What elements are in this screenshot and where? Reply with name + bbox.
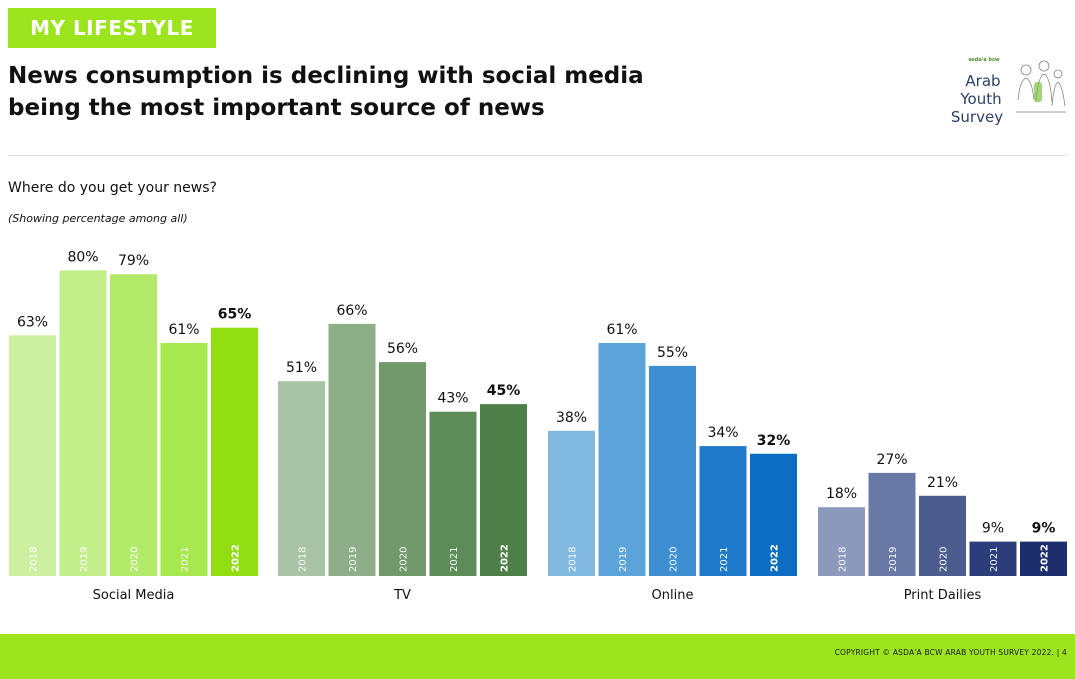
bar-print-dailies-2021 bbox=[969, 541, 1017, 576]
value-label-social-media-2022: 65% bbox=[218, 307, 252, 323]
value-label-print-dailies-2022: 9% bbox=[1032, 521, 1056, 537]
value-label-online-2018: 38% bbox=[556, 410, 587, 426]
copyright-text: COPYRIGHT © ASDA'A BCW ARAB YOUTH SURVEY… bbox=[834, 648, 1067, 657]
year-label-print-dailies-2021: 2021 bbox=[989, 547, 1000, 572]
year-label-online-2021: 2021 bbox=[719, 547, 730, 572]
year-label-social-media-2022: 2022 bbox=[231, 544, 242, 572]
headline-line-1: News consumption is declining with socia… bbox=[8, 63, 644, 89]
logo-brand-text: asda'a bcw bbox=[968, 57, 999, 63]
value-label-social-media-2020: 79% bbox=[118, 253, 149, 269]
arab-youth-survey-logo: asda'a bcw Arab Youth Survey bbox=[946, 52, 1070, 132]
page-headline: News consumption is declining with socia… bbox=[8, 60, 708, 124]
value-label-tv-2021: 43% bbox=[437, 391, 468, 407]
category-label-social-media: Social Media bbox=[93, 588, 175, 603]
value-label-online-2020: 55% bbox=[657, 345, 688, 361]
bar-online-2019 bbox=[598, 342, 646, 576]
category-label-print-dailies: Print Dailies bbox=[904, 588, 982, 603]
year-label-social-media-2019: 2019 bbox=[79, 547, 90, 572]
year-label-social-media-2018: 2018 bbox=[29, 547, 40, 572]
value-label-social-media-2021: 61% bbox=[168, 322, 199, 338]
footer-bar: COPYRIGHT © ASDA'A BCW ARAB YOUTH SURVEY… bbox=[0, 634, 1075, 679]
value-label-online-2022: 32% bbox=[757, 433, 791, 449]
bar-online-2021 bbox=[699, 446, 747, 576]
bar-online-2022 bbox=[750, 453, 797, 576]
bar-tv-2020 bbox=[379, 362, 426, 576]
year-label-social-media-2021: 2021 bbox=[180, 547, 191, 572]
year-label-tv-2021: 2021 bbox=[449, 547, 460, 572]
bar-print-dailies-2018 bbox=[818, 507, 865, 576]
bar-print-dailies-2019 bbox=[868, 472, 916, 576]
year-label-social-media-2020: 2020 bbox=[130, 547, 141, 572]
value-label-online-2019: 61% bbox=[606, 322, 637, 338]
bar-tv-2019 bbox=[328, 323, 376, 576]
value-label-online-2021: 34% bbox=[707, 425, 738, 441]
logo-people-illustration bbox=[1016, 60, 1066, 113]
value-label-print-dailies-2021: 9% bbox=[982, 521, 1004, 537]
survey-question: Where do you get your news? bbox=[8, 180, 217, 196]
year-label-print-dailies-2019: 2019 bbox=[888, 547, 899, 572]
year-label-print-dailies-2020: 2020 bbox=[939, 547, 950, 572]
bar-online-2018 bbox=[548, 430, 595, 576]
bar-social-media-2019 bbox=[59, 270, 107, 576]
value-label-tv-2019: 66% bbox=[336, 303, 367, 319]
bar-social-media-2022 bbox=[211, 327, 258, 576]
logo-line2-text: Youth bbox=[959, 90, 1001, 108]
logo-line1-text: Arab bbox=[965, 72, 1000, 90]
bar-tv-2021 bbox=[429, 411, 477, 576]
logo-green-accent bbox=[1034, 82, 1042, 102]
value-label-social-media-2019: 80% bbox=[67, 249, 98, 265]
year-label-online-2020: 2020 bbox=[669, 547, 680, 572]
bar-tv-2018 bbox=[278, 381, 325, 576]
value-label-print-dailies-2020: 21% bbox=[927, 475, 958, 491]
year-label-online-2018: 2018 bbox=[568, 547, 579, 572]
bar-social-media-2021 bbox=[160, 342, 208, 576]
value-label-print-dailies-2019: 27% bbox=[876, 452, 907, 468]
bar-social-media-2018 bbox=[9, 335, 56, 576]
value-label-tv-2018: 51% bbox=[286, 360, 317, 376]
bar-print-dailies-2020 bbox=[919, 495, 966, 576]
value-label-tv-2022: 45% bbox=[487, 383, 521, 399]
section-tag: MY LIFESTYLE bbox=[8, 8, 216, 48]
year-label-tv-2019: 2019 bbox=[348, 547, 359, 572]
value-label-print-dailies-2018: 18% bbox=[826, 486, 857, 502]
bar-online-2020 bbox=[649, 365, 696, 576]
year-label-print-dailies-2018: 2018 bbox=[838, 547, 849, 572]
year-label-tv-2018: 2018 bbox=[298, 547, 309, 572]
value-label-tv-2020: 56% bbox=[387, 341, 418, 357]
headline-line-2: being the most important source of news bbox=[8, 95, 545, 121]
category-label-tv: TV bbox=[393, 588, 411, 603]
value-label-social-media-2018: 63% bbox=[17, 314, 48, 330]
year-label-print-dailies-2022: 2022 bbox=[1040, 544, 1051, 572]
bar-tv-2022 bbox=[480, 404, 527, 576]
bar-social-media-2020 bbox=[110, 274, 157, 576]
news-source-bar-chart: 63% 2018 80% 2019 79% 2020 61% 2021 65% 2022 Socia… bbox=[9, 249, 1067, 603]
category-label-online: Online bbox=[652, 588, 694, 603]
bar-print-dailies-2022 bbox=[1020, 541, 1067, 576]
survey-subnote: (Showing percentage among all) bbox=[8, 212, 188, 225]
year-label-online-2022: 2022 bbox=[770, 544, 781, 572]
year-label-tv-2022: 2022 bbox=[500, 544, 511, 572]
year-label-tv-2020: 2020 bbox=[399, 547, 410, 572]
year-label-online-2019: 2019 bbox=[618, 547, 629, 572]
header-divider bbox=[8, 155, 1068, 156]
logo-line3-text: Survey bbox=[951, 108, 1003, 126]
